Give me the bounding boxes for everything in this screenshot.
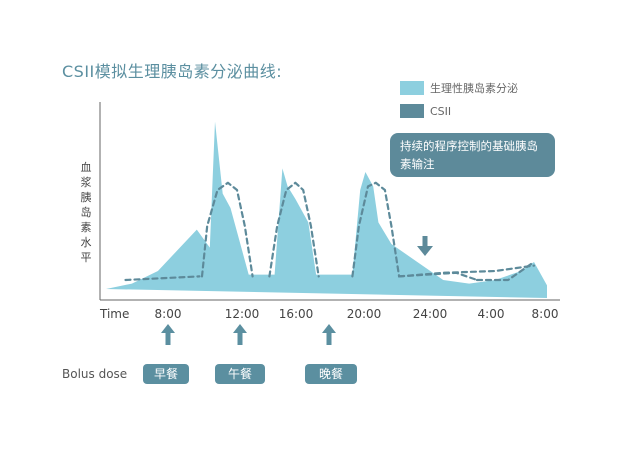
series-csii-segment-5 (475, 260, 536, 282)
legend-item-physiological: 生理性胰岛素分泌 (400, 80, 518, 96)
bolus-arrow-head-1 (233, 324, 247, 333)
x-tick-label: 8:00 (532, 307, 559, 321)
legend-swatch-physiological (400, 81, 424, 95)
bolus-arrow-shaft-1 (237, 332, 243, 345)
x-axis-time-label: Time (99, 307, 129, 321)
x-tick-label: 4:00 (478, 307, 505, 321)
series-physiological-area (106, 121, 547, 298)
series-csii-segment-0 (124, 275, 201, 282)
series-csii-segment-3 (351, 181, 401, 278)
legend-item-csii: CSII (400, 104, 451, 118)
chart-title: CSII模拟生理胰岛素分泌曲线: (62, 62, 283, 81)
legend-label-csii: CSII (430, 104, 452, 118)
x-tick-label: 12:00 (225, 307, 260, 321)
legend-label-physiological: 生理性胰岛素分泌 (430, 82, 518, 95)
x-tick-label: 16:00 (279, 307, 314, 321)
basal-arrow-shaft (422, 236, 428, 247)
meal-breakfast: 早餐 (143, 364, 189, 384)
x-tick-label: 8:00 (155, 307, 182, 321)
annotation-box: 持续的程序控制的基础胰岛素输注 (390, 133, 555, 177)
meal-lunch: 午餐 (215, 364, 265, 384)
basal-arrow-head (417, 246, 433, 256)
bolus-dose-label: Bolus dose (62, 367, 128, 381)
meal-dinner: 晚餐 (305, 364, 357, 384)
series-csii-segment-6 (398, 264, 536, 278)
x-tick-label: 24:00 (413, 307, 448, 321)
x-tick-label: 20:00 (347, 307, 382, 321)
bolus-arrow-head-0 (161, 324, 175, 333)
bolus-arrow-shaft-2 (326, 332, 332, 345)
bolus-arrow-head-2 (322, 324, 336, 333)
y-axis-label: 血浆胰岛素水平 (80, 161, 92, 264)
bolus-arrow-shaft-0 (165, 332, 171, 345)
series-csii-segment-2 (268, 181, 320, 278)
series-csii-segment-1 (200, 181, 254, 278)
legend-swatch-csii (400, 104, 424, 118)
